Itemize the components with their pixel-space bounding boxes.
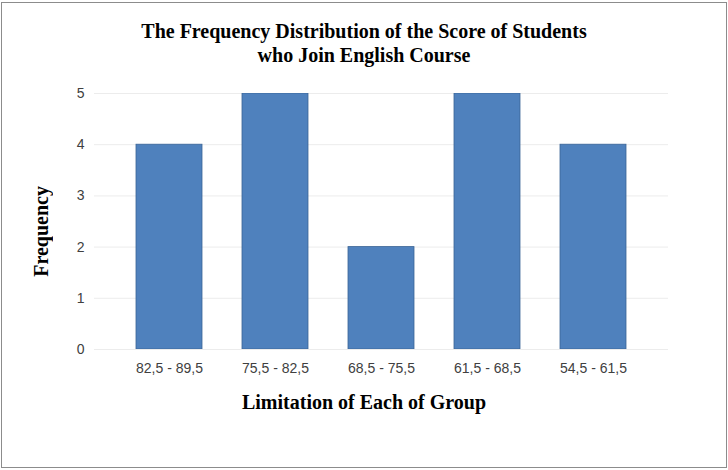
svg-text:2: 2 xyxy=(77,239,85,255)
html-text:The Frequency Distribution of: The Frequency Distribution of the Score … xyxy=(141,20,587,66)
html-text:Frequency: Frequency xyxy=(30,185,52,277)
svg-text:75,5 - 82,5: 75,5 - 82,5 xyxy=(242,360,309,376)
svg-text:0: 0 xyxy=(77,341,85,357)
svg-text:61,5 - 68,5: 61,5 - 68,5 xyxy=(454,360,521,376)
svg-text:54,5 - 61,5: 54,5 - 61,5 xyxy=(560,360,627,376)
html-text:Limitation of Each of Group: Limitation of Each of Group xyxy=(242,391,486,413)
svg-text:4: 4 xyxy=(77,136,85,152)
svg-text:3: 3 xyxy=(77,187,85,203)
svg-text:82,5 - 89,5: 82,5 - 89,5 xyxy=(136,360,203,376)
svg-text:68,5 - 75,5: 68,5 - 75,5 xyxy=(348,360,415,376)
svg-text:5: 5 xyxy=(77,85,85,101)
svg-text:1: 1 xyxy=(77,290,85,306)
